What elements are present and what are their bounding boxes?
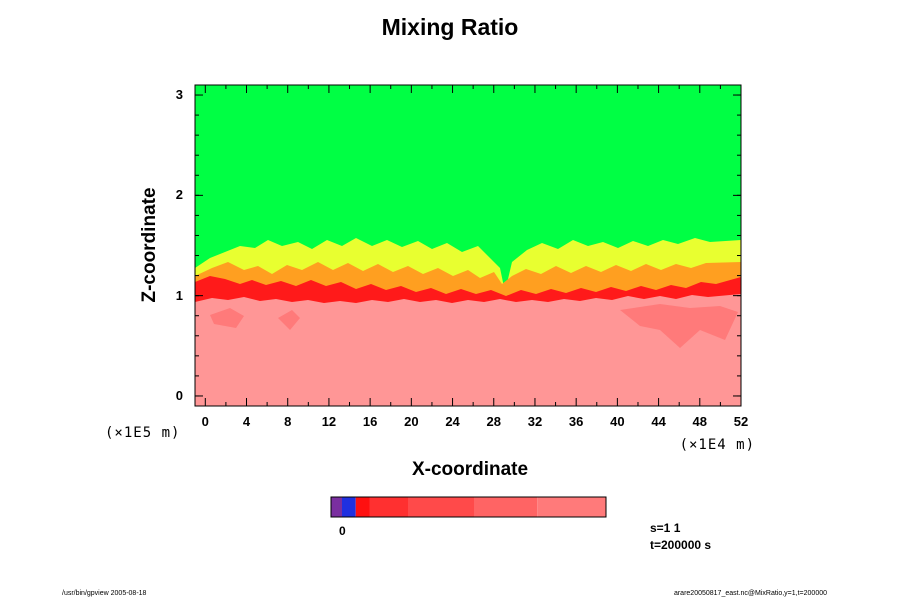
status-block: s=1 1 t=200000 s <box>650 520 711 554</box>
x-tick-label: 32 <box>527 414 543 429</box>
x-tick-label: 0 <box>201 414 209 429</box>
y-tick-label: 2 <box>175 187 183 203</box>
lower-patch <box>278 310 300 330</box>
colorbar-segment <box>369 497 408 517</box>
lower-patch <box>620 304 738 348</box>
y-tick-label: 1 <box>175 287 183 303</box>
x-axis-label: X-coordinate <box>411 459 529 480</box>
chart-title: Mixing Ratio <box>381 14 519 40</box>
colorbar-segment <box>342 497 356 517</box>
s-value: s=1 1 <box>650 521 681 535</box>
x-tick-label: 52 <box>733 414 749 429</box>
x-tick-label: 48 <box>692 414 708 429</box>
x-tick-label: 36 <box>568 414 584 429</box>
colorbar-segment <box>537 497 606 517</box>
colorbar <box>330 496 607 518</box>
colorbar-label: 0 <box>339 524 346 538</box>
t-value: t=200000 s <box>650 538 712 552</box>
y-axis-label: Z-coordinate <box>139 187 160 303</box>
colorbar-segment <box>331 497 342 517</box>
x-tick-label: 44 <box>651 414 666 429</box>
x-tick-label: 24 <box>445 414 460 429</box>
colorbar-frame <box>330 496 607 518</box>
plot-frame <box>194 84 742 407</box>
x-tick-label: 12 <box>321 414 337 429</box>
y-tick-label: 0 <box>175 387 183 403</box>
footer-right-text: arare20050817_east.nc@MixRatio,y=1,t=200… <box>673 590 827 597</box>
y-tick-label: 3 <box>175 87 183 103</box>
x-tick-label: 40 <box>610 414 625 429</box>
y-axis-unit: (×1E5 m) <box>105 425 181 441</box>
x-axis-unit: (×1E4 m) <box>679 437 755 453</box>
x-tick-label: 16 <box>362 414 378 429</box>
x-tick-label: 8 <box>284 414 292 429</box>
x-tick-label: 20 <box>404 414 419 429</box>
x-tick-label: 4 <box>242 414 251 429</box>
colorbar-segment <box>355 497 370 517</box>
colorbar-segment <box>408 497 474 517</box>
colorbar-segment <box>474 497 538 517</box>
x-tick-label: 28 <box>486 414 501 429</box>
footer-left-text: /usr/bin/gpview 2005-08-18 <box>62 590 147 597</box>
lower-patch <box>210 308 244 328</box>
lower-layer-region <box>195 294 741 406</box>
axis-ticks <box>195 85 742 406</box>
